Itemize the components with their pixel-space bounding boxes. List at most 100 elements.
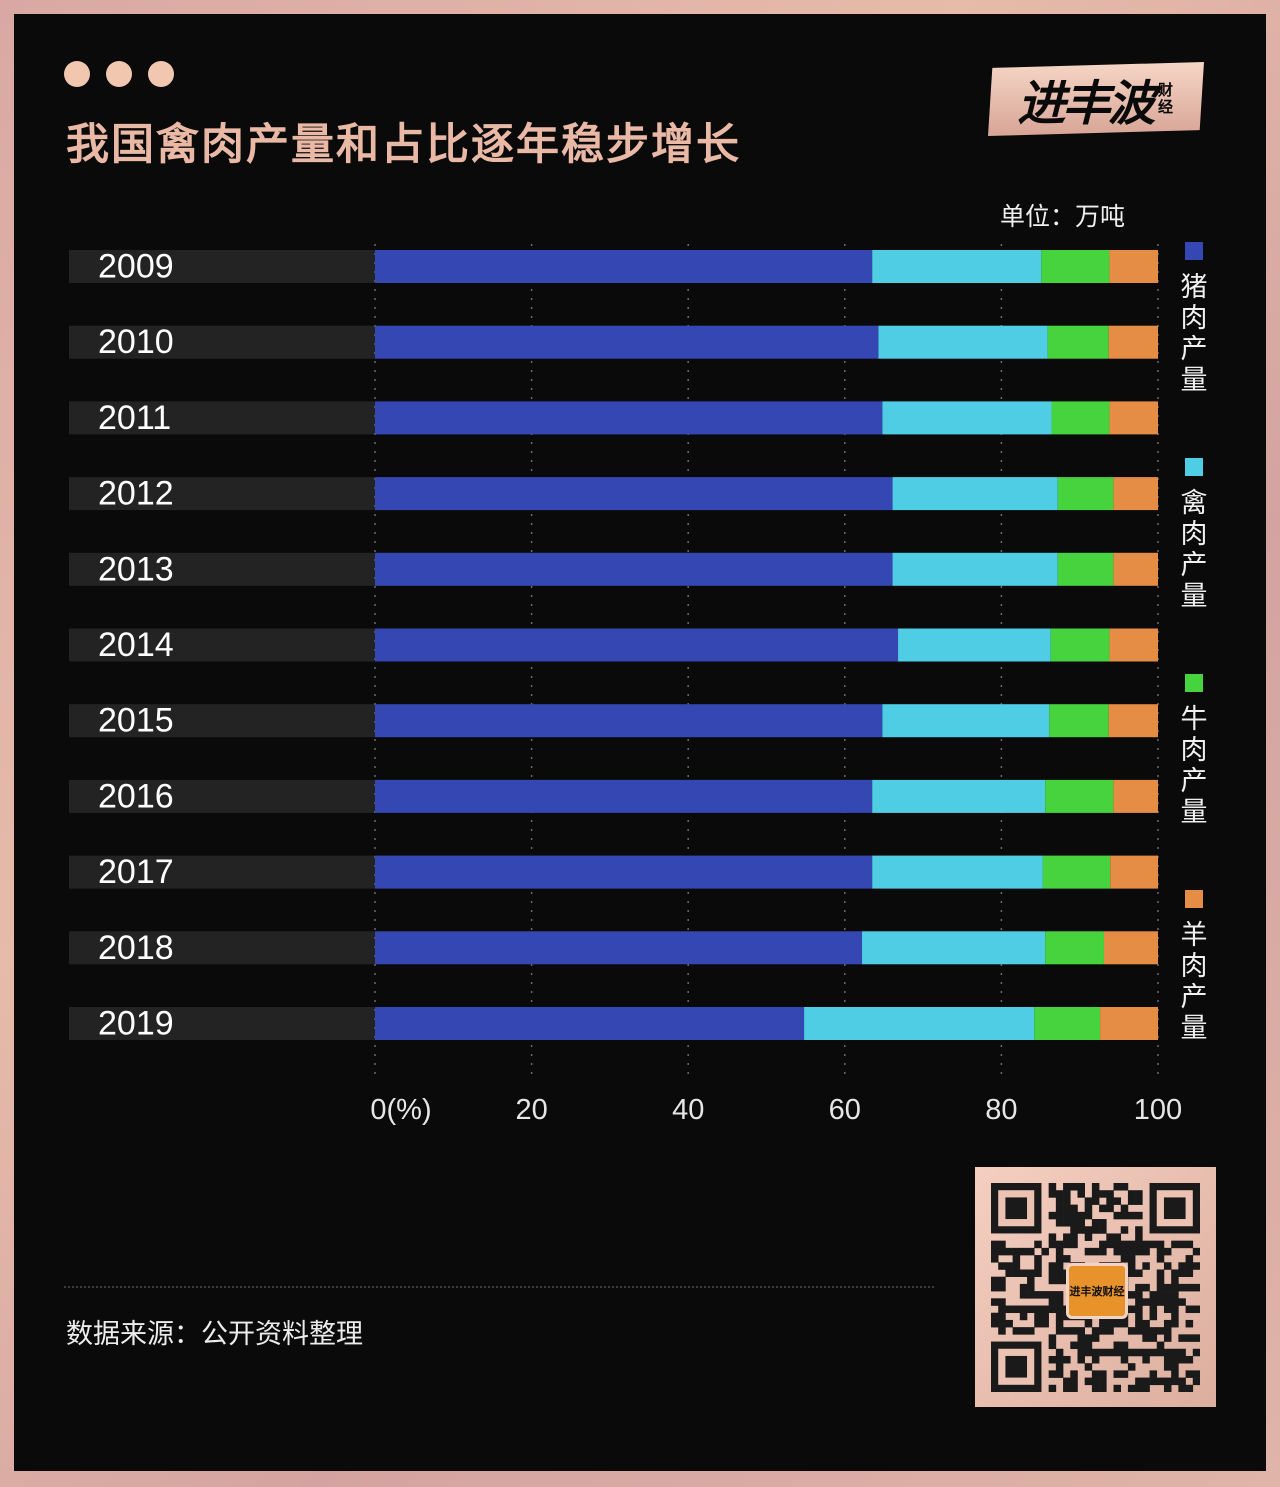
- qr-module: [1077, 1355, 1085, 1364]
- bar-segment: [375, 477, 893, 511]
- qr-module: [1091, 1370, 1100, 1378]
- qr-module: [1070, 1233, 1078, 1241]
- qr-module: [1055, 1355, 1064, 1364]
- qr-module: [1077, 1219, 1085, 1227]
- chart-panel: 我国禽肉产量和占比逐年稳步增长 进丰波 财经 单位：万吨 2009 2010 201…: [14, 14, 1266, 1471]
- qr-module: [1063, 1211, 1071, 1220]
- qr-module: [1099, 1204, 1107, 1213]
- qr-module: [1185, 1269, 1194, 1277]
- qr-module: [1135, 1283, 1143, 1292]
- qr-module: [1142, 1355, 1150, 1364]
- qr-module: [1106, 1319, 1114, 1328]
- qr-module: [991, 1283, 999, 1292]
- qr-module: [991, 1312, 999, 1321]
- bar-segment: [1045, 931, 1104, 965]
- qr-code: [991, 1183, 1200, 1392]
- qr-module: [1171, 1283, 1179, 1292]
- qr-module: [1055, 1298, 1064, 1306]
- year-label: 2014: [98, 626, 174, 664]
- qr-module: [1185, 1319, 1194, 1328]
- qr-module: [1063, 1240, 1071, 1249]
- qr-module: [1185, 1334, 1194, 1342]
- qr-module: [1156, 1255, 1165, 1263]
- qr-module: [1070, 1204, 1078, 1213]
- qr-module: [1099, 1190, 1107, 1198]
- qr-module: [1185, 1283, 1194, 1292]
- qr-module: [1163, 1298, 1172, 1306]
- bar-segment: [375, 325, 879, 359]
- row-band: [69, 1007, 375, 1040]
- qr-module: [1120, 1204, 1129, 1213]
- bar-segment: [1051, 401, 1110, 435]
- qr-module: [1055, 1204, 1064, 1213]
- qr-module: [1091, 1197, 1100, 1205]
- legend-swatch: [1185, 458, 1203, 476]
- qr-module: [1048, 1211, 1057, 1220]
- qr-module: [1171, 1312, 1179, 1321]
- qr-module: [1041, 1247, 1049, 1256]
- qr-module: [1063, 1384, 1071, 1392]
- qr-module: [1120, 1183, 1129, 1191]
- qr-module: [1084, 1204, 1093, 1213]
- qr-module: [1120, 1370, 1129, 1378]
- qr-module: [1135, 1291, 1143, 1299]
- row-band: [69, 250, 375, 283]
- bar-segment: [882, 401, 1052, 435]
- qr-module: [1135, 1190, 1143, 1198]
- qr-module: [1178, 1240, 1186, 1249]
- qr-module: [1099, 1370, 1107, 1378]
- qr-module: [1135, 1240, 1143, 1249]
- qr-module: [1135, 1348, 1143, 1357]
- qr-module: [1063, 1255, 1071, 1263]
- bar-segment: [892, 552, 1058, 586]
- qr-module: [1185, 1240, 1194, 1249]
- qr-module: [1185, 1355, 1194, 1364]
- qr-module: [1091, 1183, 1100, 1191]
- qr-module: [1156, 1276, 1165, 1285]
- footer-divider: [64, 1286, 934, 1288]
- qr-module: [1178, 1384, 1186, 1392]
- qr-module: [1135, 1377, 1143, 1386]
- legend-label: 牛肉产量: [1180, 704, 1208, 828]
- qr-module: [1048, 1233, 1057, 1241]
- qr-module: [1099, 1384, 1107, 1392]
- qr-module: [1163, 1334, 1172, 1342]
- qr-module: [998, 1240, 1006, 1249]
- row-band: [69, 628, 375, 662]
- qr-module: [1127, 1190, 1136, 1198]
- qr-module: [1120, 1247, 1129, 1256]
- qr-module: [1127, 1247, 1136, 1256]
- qr-module: [1127, 1363, 1136, 1371]
- qr-module: [1171, 1370, 1179, 1378]
- legend-swatch: [1185, 242, 1203, 260]
- qr-module: [1185, 1370, 1194, 1378]
- qr-module: [1142, 1377, 1150, 1386]
- row-band: [69, 931, 375, 965]
- qr-module: [1099, 1377, 1107, 1386]
- bar-segment: [1100, 1007, 1158, 1040]
- qr-module: [1178, 1262, 1186, 1270]
- qr-module: [998, 1312, 1006, 1321]
- qr-module: [1055, 1312, 1064, 1321]
- qr-module: [1012, 1327, 1021, 1335]
- qr-module: [1120, 1348, 1129, 1357]
- qr-module: [1113, 1370, 1122, 1378]
- qr-module: [1048, 1276, 1057, 1285]
- qr-module: [1163, 1384, 1172, 1392]
- qr-module: [1149, 1298, 1158, 1306]
- bar-segment: [1110, 855, 1158, 889]
- qr-module: [1099, 1348, 1107, 1357]
- qr-module: [1135, 1247, 1143, 1256]
- qr-module: [1142, 1348, 1150, 1357]
- legend-swatch: [1185, 674, 1203, 692]
- qr-module: [1127, 1348, 1136, 1357]
- qr-module: [1156, 1291, 1165, 1299]
- qr-module: [1142, 1240, 1150, 1249]
- legend-label: 禽肉产量: [1180, 488, 1208, 612]
- qr-module: [1091, 1348, 1100, 1357]
- qr-module: [1106, 1190, 1114, 1198]
- qr-module: [1120, 1355, 1129, 1364]
- qr-module: [1135, 1233, 1143, 1241]
- qr-module: [1091, 1384, 1100, 1392]
- qr-module: [1135, 1319, 1143, 1328]
